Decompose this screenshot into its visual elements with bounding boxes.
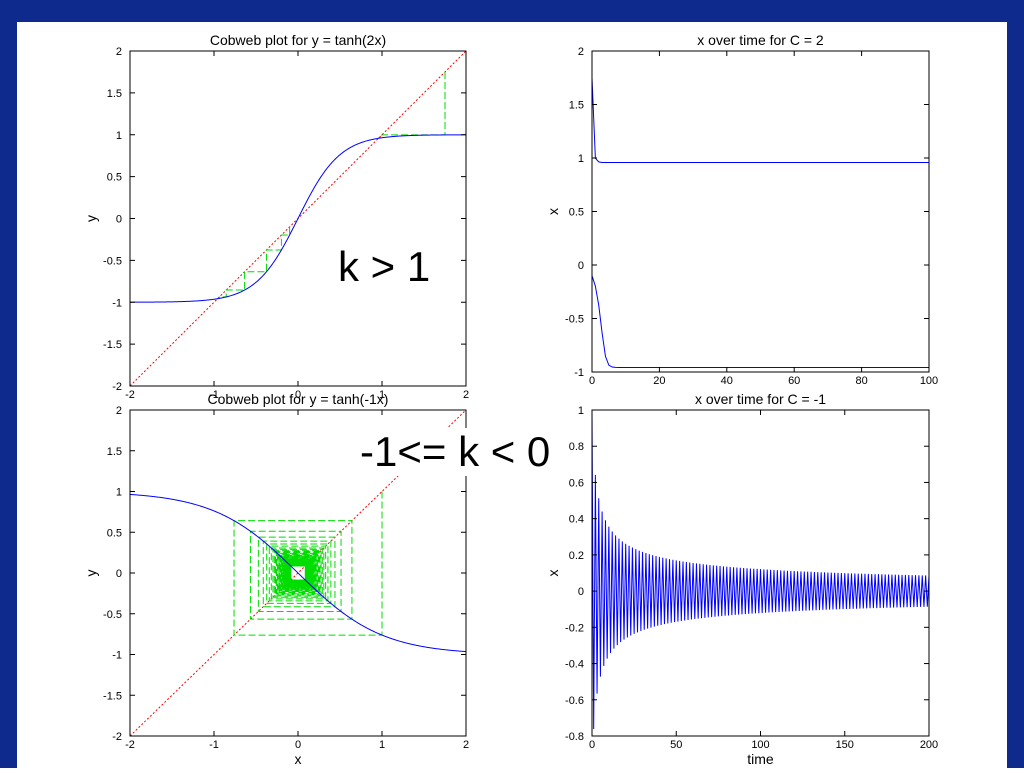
x-tick-label: 1 <box>379 739 385 751</box>
x-tick-label: 100 <box>920 375 938 387</box>
slide-title-bar <box>0 0 1024 22</box>
time-series-1 <box>592 410 929 730</box>
x-tick-label: 2 <box>463 739 469 751</box>
y-tick-label: 1.5 <box>107 88 122 100</box>
y-tick-label: -1 <box>574 367 584 379</box>
chart-title: Cobweb plot for y = tanh(2x) <box>210 32 386 48</box>
chart-title: Cobweb plot for y = tanh(-1x) <box>208 391 389 407</box>
cobweb-path-1 <box>217 226 291 300</box>
y-tick-label: -1 <box>112 297 122 309</box>
tanh-curve <box>130 493 466 653</box>
y-tick-label: 0 <box>116 214 122 226</box>
y-tick-label: 0 <box>116 568 122 580</box>
y-tick-label: -1.5 <box>103 690 122 702</box>
x-tick-label: 80 <box>855 375 867 387</box>
y-tick-label: -0.8 <box>565 731 584 743</box>
annotation-bottom: -1<= k < 0 <box>356 428 555 476</box>
y-tick-label: 0.2 <box>569 550 584 562</box>
x-axis-label: time <box>747 751 774 767</box>
y-tick-label: -0.5 <box>103 609 122 621</box>
chart-panel-4: x over time for C = -1 0 50 100 150 200 1 0.8 0.… <box>545 391 938 767</box>
y-tick-label: -0.5 <box>565 314 584 326</box>
figure-svg: Cobweb plot for y = tanh(2x) -2 -1 0 1 2 2 1.5 1… <box>83 32 938 767</box>
y-axis-label: y <box>83 570 99 577</box>
y-axis-label: y <box>83 215 99 222</box>
cobweb-path-1 <box>233 491 383 636</box>
y-tick-label: -1 <box>112 650 122 662</box>
x-axis-label: x <box>295 751 302 767</box>
y-tick-label: 1 <box>578 153 584 165</box>
x-tick-label: -2 <box>125 739 135 751</box>
y-tick-label: 0.6 <box>569 477 584 489</box>
slide-left-border <box>0 22 17 768</box>
x-tick-label: 40 <box>721 375 733 387</box>
x-tick-label: -2 <box>125 389 135 401</box>
y-tick-label: -0.5 <box>103 255 122 267</box>
y-tick-label: 0.4 <box>569 514 584 526</box>
y-tick-label: 0.5 <box>107 527 122 539</box>
y-tick-label: 1.5 <box>107 446 122 458</box>
chart-title: x over time for C = 2 <box>697 32 824 48</box>
y-axis-label: x <box>545 208 561 215</box>
x-tick-label: 100 <box>751 739 769 751</box>
x-tick-label: -1 <box>209 389 219 401</box>
x-tick-label: 20 <box>653 375 665 387</box>
x-tick-label: 150 <box>836 739 854 751</box>
y-tick-label: 1.5 <box>569 100 584 112</box>
axes-box <box>591 50 930 373</box>
y-tick-label: 0 <box>578 586 584 598</box>
figure-canvas: Cobweb plot for y = tanh(2x) -2 -1 0 1 2 2 1.5 1… <box>17 22 1007 768</box>
y-tick-label: 2 <box>116 46 122 58</box>
x-tick-label: -1 <box>209 739 219 751</box>
slide-right-border <box>1007 22 1024 768</box>
chart-panel-2: x over time for C = 2 0 20 40 60 80 100 2 1.5 1 0.… <box>545 32 938 387</box>
x-tick-label: 1 <box>379 389 385 401</box>
y-tick-label: 0 <box>578 260 584 272</box>
tanh-curve <box>130 134 466 303</box>
chart-panel-3: Cobweb plot for y = tanh(-1x) -2 -1 0 1 2 2 1.5… <box>83 391 469 767</box>
x-tick-label: 0 <box>589 375 595 387</box>
y-tick-label: -2 <box>112 731 122 743</box>
y-tick-label: 1 <box>116 130 122 142</box>
annotation-top: k > 1 <box>334 243 435 291</box>
x-tick-label: 200 <box>920 739 938 751</box>
time-series-2 <box>592 275 929 368</box>
y-axis-label: x <box>545 570 561 577</box>
plot-area <box>130 410 466 736</box>
y-tick-label: 2 <box>116 405 122 417</box>
y-tick-label: 1 <box>578 405 584 417</box>
x-tick-label: 0 <box>589 739 595 751</box>
y-tick-label: 0.8 <box>569 441 584 453</box>
y-tick-label: 0.5 <box>107 172 122 184</box>
x-tick-label: 50 <box>670 739 682 751</box>
plot-area <box>592 410 929 730</box>
time-series-1 <box>592 77 929 164</box>
y-tick-label: -0.2 <box>565 622 584 634</box>
y-tick-label: -1.5 <box>103 339 122 351</box>
chart-title: x over time for C = -1 <box>695 391 826 407</box>
y-tick-label: -2 <box>112 381 122 393</box>
y-tick-label: 0.5 <box>569 207 584 219</box>
x-tick-label: 60 <box>788 375 800 387</box>
x-tick-label: 0 <box>295 739 301 751</box>
plot-area <box>130 51 466 386</box>
x-tick-label: 2 <box>463 389 469 401</box>
y-tick-label: 1 <box>116 487 122 499</box>
y-tick-label: -0.6 <box>565 695 584 707</box>
plot-area <box>592 77 929 368</box>
x-tick-label: 0 <box>295 389 301 401</box>
y-tick-label: 2 <box>578 46 584 58</box>
y-tick-label: -0.4 <box>565 659 584 671</box>
chart-panel-1: Cobweb plot for y = tanh(2x) -2 -1 0 1 2 2 1.5 1… <box>83 32 469 401</box>
